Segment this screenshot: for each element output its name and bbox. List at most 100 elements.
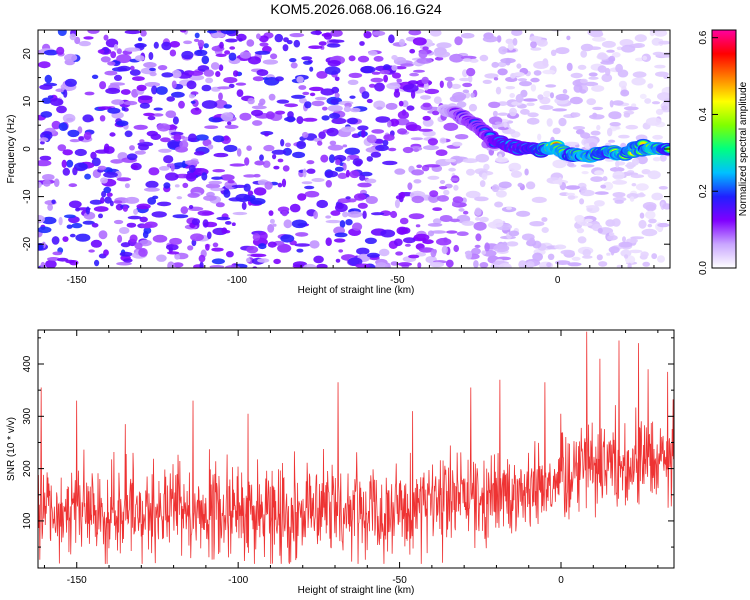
spectrogram-noise-cell [326,43,341,48]
spectrogram-noise-cell [497,126,509,131]
spectrogram-noise-cell [138,37,143,42]
spectrogram-noise-cell [588,76,599,80]
spectrogram-noise-cell [223,144,238,153]
colorbar-tick-label: 0.0 [698,261,709,275]
spectrogram-noise-cell [546,262,552,268]
spectrogram-noise-cell [420,95,432,100]
spectrogram-noise-cell [152,195,159,200]
spectrogram-noise-cell [83,36,94,40]
spectrogram-noise-cell [388,147,397,152]
spectrogram-noise-cell [203,43,209,49]
spectrogram-noise-cell [356,247,370,255]
spectrogram-noise-cell [421,76,429,85]
spectrogram-noise-cell [118,227,130,234]
spectrogram-noise-cell [510,170,523,178]
spectrogram-noise-cell [257,102,264,107]
snr-x-ticks: -150 -100 -50 0 [43,330,659,586]
spectrogram-noise-cell [170,163,175,172]
spectrogram-noise-cell [284,116,296,122]
spectrogram-noise-cell [615,160,620,169]
spectrogram-noise-cell [165,110,177,118]
spectrogram-noise-cell [124,47,141,52]
spectrogram-noise-cell [133,208,139,215]
spectrogram-noise-cell [188,164,196,173]
spectrogram-noise-cell [494,201,504,208]
spectrogram-noise-cell [97,165,107,171]
spectrogram-noise-cell [158,148,172,153]
spectrogram-noise-cell [597,52,607,60]
spectrogram-noise-cell [508,162,522,172]
spectrogram-noise-cell [193,38,200,43]
spectrogram-noise-cell [372,30,386,36]
spectrogram-noise-cell [531,196,547,203]
spectrogram-noise-cell [503,128,516,135]
spectrogram-noise-cell [569,96,583,105]
spectrogram-noise-cell [98,106,112,110]
spectrogram-noise-cell [357,55,370,63]
spectrogram-noise-cell [651,101,661,105]
spectrogram-noise-cell [462,89,470,94]
spectrogram-noise-cell [236,89,244,97]
spectrogram-noise-cell [475,233,482,242]
spectrogram-noise-cell [497,112,509,116]
spectrogram-noise-cell [201,211,215,216]
spectrogram-noise-cell [495,157,509,163]
spectrogram-noise-cell [152,234,168,243]
spectrogram-noise-cell [227,179,235,184]
spectrogram-noise-cell [185,172,197,182]
spectrogram-noise-cell [42,179,51,187]
spectrogram-noise-cell [293,39,301,48]
spectrogram-noise-cell [394,199,400,209]
spectrogram-noise-cell [349,95,356,99]
spectrogram-noise-cell [552,159,567,169]
spectrogram-noise-cell [474,196,489,202]
spectrogram-noise-cell [116,48,122,55]
spectrogram-noise-cell [503,121,508,128]
spectrogram-noise-cell [84,173,91,180]
spectrogram-noise-cell [148,167,160,176]
spectrogram-noise-cell [481,172,488,180]
spectrogram-noise-cell [324,66,341,75]
spectrogram-noise-cell [642,55,648,61]
spectrogram-noise-cell [194,32,200,39]
spectrogram-noise-cell [541,227,549,233]
spectrogram-noise-cell [598,261,608,267]
spectrogram-noise-cell [56,257,69,262]
spectrogram-noise-cell [657,222,670,228]
spectrogram-noise-cell [155,86,168,95]
spectrogram-noise-cell [190,91,199,95]
spectrogram-noise-cell [213,152,229,158]
spectrogram-noise-cell [303,60,312,65]
spectrogram-noise-cell [375,144,389,152]
spectrogram-noise-cell [450,177,459,182]
spectrogram-noise-cell [386,82,401,90]
spectrogram-noise-cell [188,133,197,142]
spectrogram-noise-cell [436,42,452,49]
spectrogram-noise-cell [318,131,326,140]
spectrogram-noise-cell [424,88,440,95]
spectrogram-noise-cell [178,100,185,109]
spectrogram-noise-cell [349,170,360,179]
spectrogram-noise-cell [174,254,181,260]
spectrogram-noise-cell [427,138,438,146]
spectrogram-noise-cell [493,244,510,253]
spectrogram-noise-cell [594,170,604,176]
spectrogram-noise-cell [143,187,160,192]
spectrogram-noise-cell [590,176,604,183]
spectrogram-noise-cell [371,71,381,75]
spectrogram-noise-cell [341,126,356,133]
spectrogram-noise-cell [422,239,434,245]
spectrogram-noise-cell [623,112,631,118]
spectrogram-noise-cell [610,246,615,256]
spectrogram-noise-cell [104,196,112,204]
spectrogram-noise-cell [641,228,658,237]
spectrogram-noise-cell [203,69,215,77]
spectrogram-noise-cell [224,265,241,268]
spectrogram-noise-cell [44,74,52,84]
spectrogram-noise-cell [254,50,271,55]
spectrogram-noise-cell [659,154,667,162]
spectrogram-noise-cell [247,97,255,105]
spectrogram-noise-cell [194,49,208,56]
spectrogram-noise-cell [479,262,489,268]
spectrogram-noise-cell [488,101,501,109]
